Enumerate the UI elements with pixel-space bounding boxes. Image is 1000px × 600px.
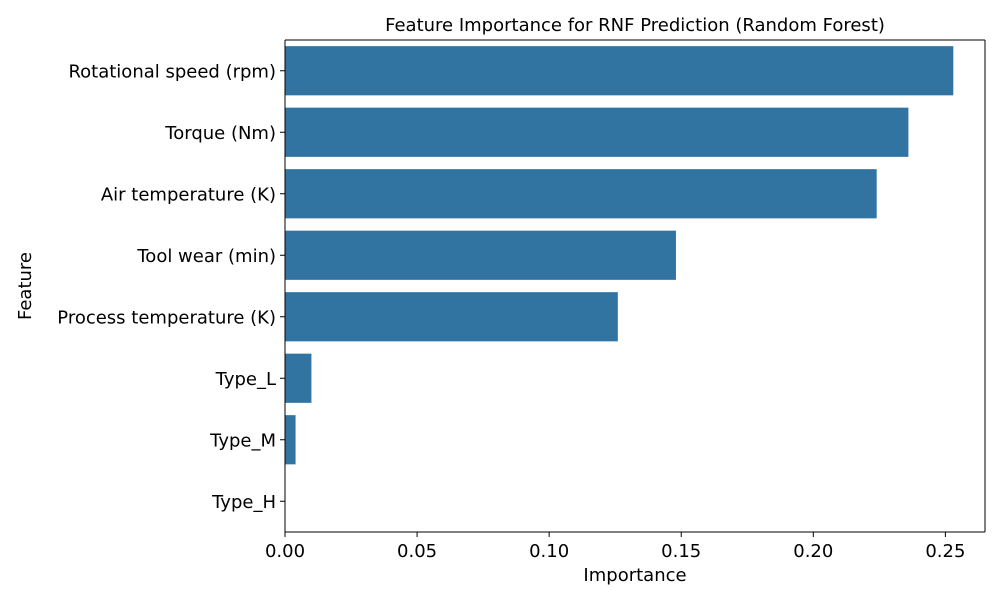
bars-group [285,46,954,465]
y-tick-group: Rotational speed (rpm) Torque (Nm) Air tem… [57,61,285,513]
y-tick-label-1: Torque (Nm) [164,123,276,144]
bar-5 [285,353,312,403]
chart-title: Feature Importance for RNF Prediction (R… [385,15,885,36]
x-tick-label-5: 0.25 [925,541,965,562]
x-axis-label: Importance [583,565,686,586]
bar-0 [285,46,954,96]
x-tick-group: 0.00 0.05 0.10 0.15 0.20 0.25 [265,532,965,562]
y-tick-label-4: Process temperature (K) [57,307,276,328]
y-tick-label-3: Tool wear (min) [136,246,276,267]
x-tick-label-4: 0.20 [793,541,833,562]
bar-6 [285,415,296,465]
y-tick-label-0: Rotational speed (rpm) [68,61,276,82]
y-tick-label-6: Type_M [209,430,276,451]
x-tick-label-0: 0.00 [265,541,305,562]
bar-4 [285,292,618,342]
y-tick-label-7: Type_H [211,492,276,513]
bar-2 [285,169,877,219]
bar-3 [285,230,676,280]
bar-1 [285,107,909,157]
x-tick-label-3: 0.15 [661,541,701,562]
x-tick-label-2: 0.10 [529,541,569,562]
x-tick-label-1: 0.05 [397,541,437,562]
y-tick-label-2: Air temperature (K) [101,184,276,205]
y-tick-label-5: Type_L [215,369,276,390]
y-axis-label: Feature [15,252,36,320]
